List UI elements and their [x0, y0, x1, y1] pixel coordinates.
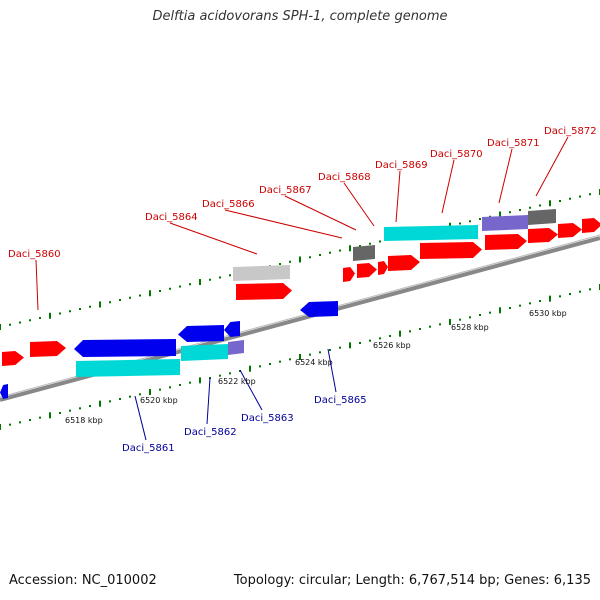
gene-track	[0, 209, 600, 399]
leader-line	[441, 159, 455, 214]
scale-label: 6518 kbp	[65, 416, 103, 425]
leader-line	[343, 182, 375, 227]
scale-label: 6530 kbp	[529, 309, 567, 318]
gene-label: Daci_5860	[8, 249, 61, 260]
leader-line	[206, 377, 211, 425]
leader-line	[169, 222, 258, 255]
gene-box	[228, 340, 244, 355]
leader-line	[535, 136, 569, 197]
gene-box	[181, 344, 228, 361]
gene-label: Daci_5864	[145, 212, 198, 223]
scale-label: 6520 kbp	[140, 396, 178, 405]
map-title: Delftia acidovorans SPH-1, complete geno…	[152, 9, 448, 24]
gene-box	[384, 225, 478, 241]
gene-box	[482, 215, 528, 231]
label-leader-lines	[35, 136, 569, 441]
gene-label: Daci_5863	[241, 413, 294, 424]
leader-line	[395, 170, 401, 223]
gene-arrow	[300, 301, 338, 317]
accession-text: Accession: NC_010002	[9, 573, 157, 588]
leader-line	[134, 395, 147, 441]
gene-label: Daci_5872	[544, 126, 597, 137]
gene-label: Daci_5866	[202, 199, 255, 210]
gene-label: Daci_5871	[487, 138, 540, 149]
scale-label: 6524 kbp	[295, 358, 333, 367]
gene-arrow	[343, 267, 355, 282]
gene-label: Daci_5865	[314, 395, 367, 406]
gene-arrow	[30, 341, 66, 357]
gene-arrow	[485, 234, 527, 250]
gene-arrow	[224, 321, 240, 337]
gene-label: Daci_5862	[184, 427, 237, 438]
scale-labels: 6518 kbp 6520 kbp 6522 kbp 6524 kbp 6526 kbp…	[65, 309, 567, 425]
scale-label: 6528 kbp	[451, 323, 489, 332]
gene-labels: Daci_5860 Daci_5864 Daci_5866 Daci_5867 Daci…	[8, 126, 597, 454]
gene-arrow	[378, 261, 388, 275]
topology-text: Topology: circular; Length: 6,767,514 bp…	[233, 573, 591, 588]
scale-label: 6522 kbp	[218, 377, 256, 386]
leader-line	[498, 148, 513, 204]
gene-arrow	[420, 242, 482, 259]
gene-arrow	[178, 325, 224, 342]
leader-line	[284, 195, 357, 231]
gene-box	[233, 265, 290, 281]
gene-arrow	[2, 351, 24, 366]
leader-line	[327, 348, 337, 393]
gene-box	[353, 245, 375, 261]
gene-arrow	[558, 223, 582, 238]
leader-line	[35, 259, 39, 311]
leader-line	[224, 209, 343, 239]
gene-arrow	[74, 339, 176, 357]
scale-label: 6526 kbp	[373, 341, 411, 350]
gene-arrow	[582, 218, 600, 233]
leader-line	[239, 369, 263, 411]
gene-arrow	[528, 228, 558, 243]
gene-arrow	[357, 263, 377, 278]
gene-box	[528, 209, 556, 225]
gene-box	[76, 359, 180, 377]
gene-label: Daci_5869	[375, 160, 428, 171]
gene-label: Daci_5867	[259, 185, 312, 196]
gene-arrow	[0, 384, 8, 399]
gene-label: Daci_5861	[122, 443, 175, 454]
gene-arrow	[236, 283, 292, 300]
gene-label: Daci_5870	[430, 149, 483, 160]
gene-arrow	[388, 255, 420, 271]
gene-label: Daci_5868	[318, 172, 371, 183]
